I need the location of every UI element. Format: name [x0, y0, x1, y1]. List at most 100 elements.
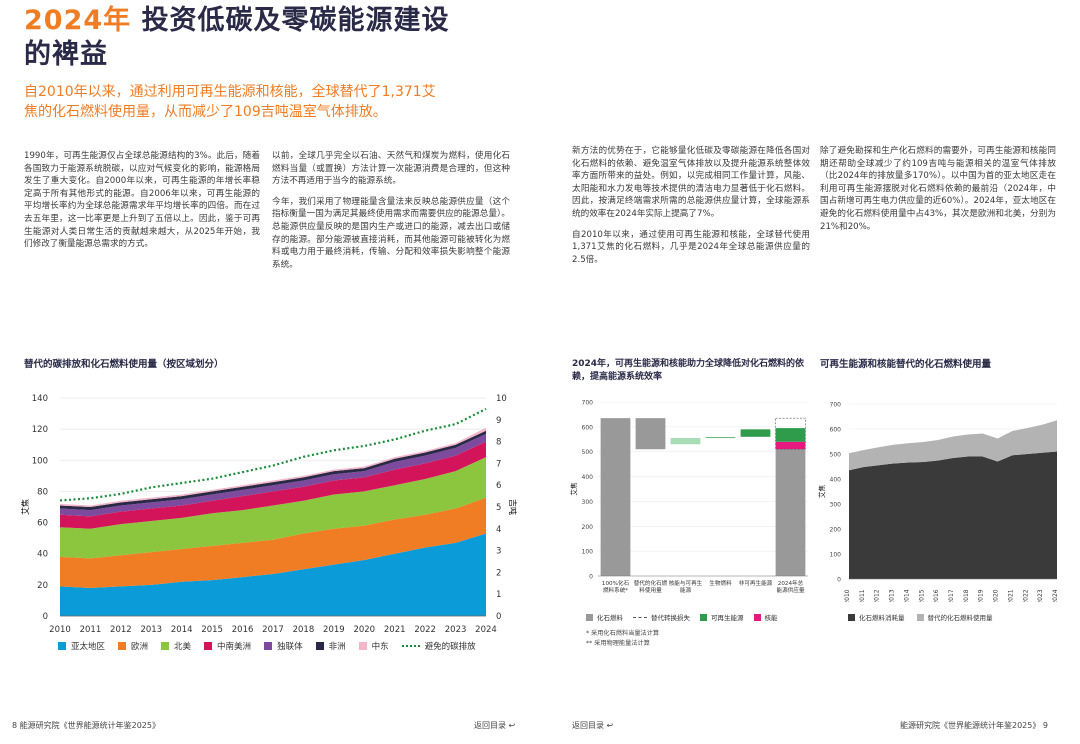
y-tick-label: 60	[37, 519, 48, 529]
y-tick-label: 600	[582, 424, 594, 431]
waterfall-bar	[670, 438, 701, 445]
waterfall-bar	[600, 418, 631, 576]
y2-tick-label: 2	[496, 568, 501, 578]
legend-label: 避免的碳排放	[424, 642, 476, 652]
y2-tick-label: 1	[496, 590, 501, 600]
body-paragraph: 除了避免勘探和生产化石燃料的需要外，可再生能源和核能同期还帮助全球减少了约109…	[820, 146, 1056, 232]
x-tick-label: 2012	[874, 589, 881, 602]
y-tick-label: 400	[830, 477, 842, 484]
area-series-化石燃料消耗量	[849, 451, 1057, 579]
waterfall-bar	[740, 429, 771, 437]
waterfall-stack-segment	[775, 428, 806, 442]
x-tick-label: 2022	[1022, 589, 1029, 602]
chart3-title: 可再生能源和核能替代的化石燃料使用量	[820, 359, 992, 370]
x-tick-label: 生物燃料	[709, 579, 732, 587]
footer-left: 8 能源研究院《世界能源统计年鉴2025》	[12, 721, 160, 730]
legend-label: 化石燃料	[597, 614, 623, 622]
title-year: 2024年	[24, 5, 132, 36]
x-tick-label: 替代的化石燃料使用量	[634, 579, 668, 594]
y-tick-label: 600	[830, 427, 842, 434]
x-tick-label: 2011	[859, 589, 866, 602]
body-column-1: 1990年，可再生能源仅占全球总能源结构的3%。此后，随着各国致力于能源系统脱碳…	[24, 150, 260, 259]
y-tick-label: 500	[830, 452, 842, 459]
x-tick-label: 2019	[323, 625, 345, 635]
legend-label: 替代的化石燃料使用量	[927, 614, 993, 622]
legend-item: 独联体	[264, 640, 303, 652]
legend-item: 中东	[358, 640, 389, 652]
x-tick-label: 100%化石燃料系统*	[602, 579, 630, 594]
footer-right: 能源研究院《世界能源统计年鉴2025》 9	[900, 721, 1048, 730]
y2-tick-label: 9	[496, 416, 501, 426]
body-column-2: 以前，全球几乎完全以石油、天然气和煤炭为燃料，使用化石燃料当量（或置换）方法计算…	[272, 150, 510, 279]
chart2-note: * 采用化石燃料当量法计算	[586, 630, 660, 637]
x-tick-label: 2020	[993, 589, 1000, 602]
area-series-亚太地区	[60, 533, 486, 616]
y2-tick-label: 7	[496, 459, 501, 469]
y-tick-label: 500	[582, 449, 594, 456]
body-paragraph: 以前，全球几乎完全以石油、天然气和煤炭为燃料，使用化石燃料当量（或置换）方法计算…	[272, 151, 510, 187]
chart2-waterfall-chart: 0 100 200 300 400 500 600 700 艾焦 100%化石燃料系统* 替代的化石…	[569, 400, 808, 594]
y-tick-label: 100	[32, 456, 48, 466]
x-tick-label: 2018	[293, 625, 315, 635]
body-paragraph: 今年，我们采用了物理能量含量法来反映总能源供应量（这个指标衡量一国为满足其最终使…	[272, 196, 510, 270]
legend-label: 欧洲	[131, 642, 149, 652]
chart3-area-chart: 0 100 200 300 400 500 600 700 艾焦 2010 2011 2012 2013…	[817, 402, 1059, 603]
y-tick-label: 300	[582, 499, 594, 506]
y2-tick-label: 8	[496, 438, 501, 448]
x-tick-label: 2024	[475, 625, 497, 635]
chart1-legend: 亚太地区 欧洲 北美 中南美洲 独联体 非洲 中东 避免的碳排放	[58, 640, 476, 652]
x-tick-label: 2016	[933, 589, 940, 602]
legend-item: 替代的化石燃料使用量	[916, 612, 993, 622]
y-tick-label: 700	[830, 402, 842, 409]
y-axis-label: 艾焦	[817, 485, 826, 499]
x-tick-label: 2017	[948, 589, 955, 602]
chart2-notes: * 采用化石燃料当量法计算 ** 采用物理能量法计算	[586, 629, 659, 648]
waterfall-stack-segment	[775, 441, 806, 450]
page-subtitle: 自2010年以来，通过利用可再生能源和核能，全球替代了1,371艾焦的化石燃料使…	[24, 84, 436, 120]
body-paragraph: 自2010年以来，通过使用可再生能源和核能，全球替代使用1,371艾焦的化石燃料…	[572, 229, 810, 265]
chart1-area-chart: 0 20 40 60 80 100 120 140 0 1 2 3 4 5 6 7 8 9 10 艾焦 吉吨 2010 20…	[20, 394, 518, 635]
chart3-legend: 化石燃料消耗量 替代的化石燃料使用量	[848, 612, 993, 622]
y-tick-label: 0	[43, 612, 48, 622]
y2-tick-label: 3	[496, 547, 501, 557]
back-to-toc-link[interactable]: 返回目录 ↩	[474, 721, 516, 730]
legend-label: 化石燃料消耗量	[859, 614, 905, 622]
x-tick-label: 2014	[171, 625, 193, 635]
waterfall-bar	[775, 449, 806, 576]
waterfall-bar	[635, 418, 666, 450]
y-tick-label: 140	[32, 394, 48, 404]
area-series-欧洲	[60, 497, 486, 588]
y-tick-label: 0	[589, 574, 593, 581]
x-tick-label: 2024	[1052, 589, 1059, 602]
title-rest: 投资低碳及零碳能源建设	[141, 5, 450, 36]
legend-item: 避免的碳排放	[401, 640, 476, 652]
waterfall-bar	[705, 437, 736, 439]
body-column-4: 除了避免勘探和生产化石燃料的需要外，可再生能源和核能同期还帮助全球减少了约109…	[820, 145, 1056, 241]
title-line2: 的裨益	[24, 39, 108, 70]
legend-item: 替代转换损失	[633, 612, 690, 622]
y-tick-label: 80	[37, 487, 48, 497]
x-tick-label: 2010	[844, 589, 851, 602]
legend-item: 可再生能源	[700, 612, 744, 622]
x-tick-label: 2016	[232, 625, 254, 635]
x-tick-label: 2021	[384, 625, 406, 635]
legend-item: 亚太地区	[58, 640, 105, 652]
y-tick-label: 300	[830, 502, 842, 509]
y2-tick-label: 6	[496, 481, 501, 491]
y-tick-label: 200	[582, 524, 594, 531]
legend-label: 核能	[764, 614, 778, 622]
y-axis-label: 艾焦	[20, 499, 30, 515]
y-tick-label: 20	[37, 581, 48, 591]
y-tick-label: 40	[37, 550, 48, 560]
x-tick-label: 2011	[80, 625, 102, 635]
legend-item: 中南美洲	[204, 640, 251, 652]
y-tick-label: 200	[830, 527, 842, 534]
chart2-note: ** 采用物理能量法计算	[586, 639, 650, 647]
x-tick-label: 2023	[1037, 589, 1044, 602]
y2-tick-label: 0	[496, 612, 501, 622]
x-tick-label: 2014	[903, 589, 910, 602]
chart1-title: 替代的碳排放和化石燃料使用量（按区域划分）	[24, 359, 224, 370]
x-tick-label: 2010	[49, 625, 71, 635]
y-tick-label: 100	[830, 552, 842, 559]
back-to-toc-link[interactable]: 返回目录 ↩	[572, 721, 614, 730]
